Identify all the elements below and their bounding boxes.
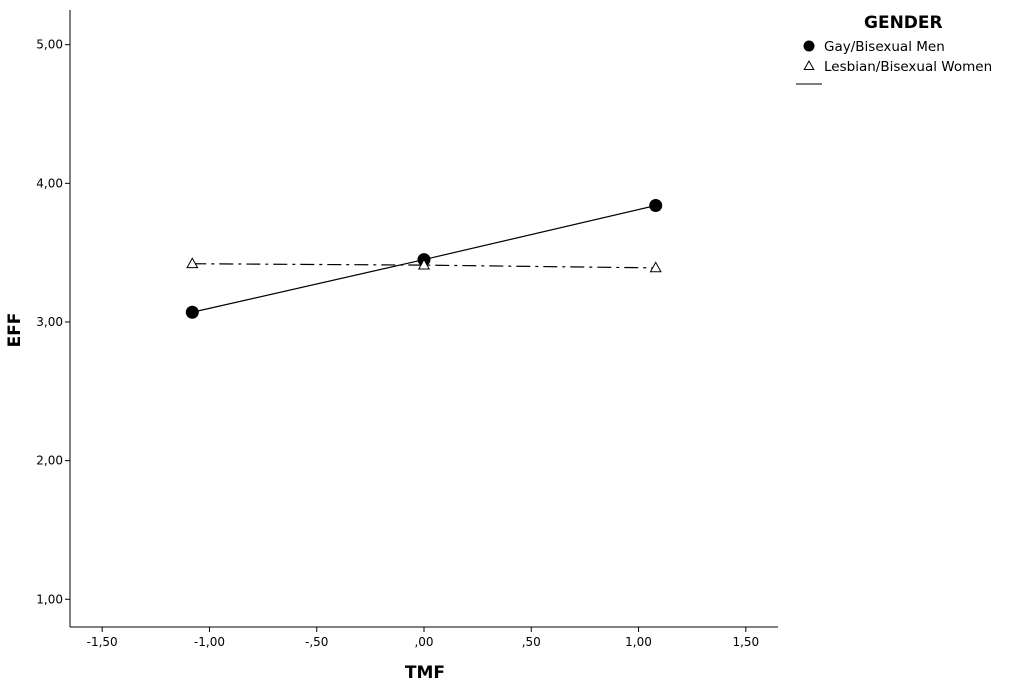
x-tick-label: -1,50 [87, 635, 118, 649]
y-axis-title: EFF [5, 313, 25, 348]
x-tick-label: ,50 [522, 635, 541, 649]
plot-frame [69, 10, 778, 628]
legend-marker-circle [803, 40, 815, 52]
x-tick-label: -,50 [305, 635, 328, 649]
data-point [649, 198, 663, 212]
legend-title: GENDER [864, 13, 943, 33]
x-tick-label: ,00 [414, 635, 433, 649]
x-tick-label: 1,50 [732, 635, 759, 649]
x-axis: -1,50 -1,00 -,50 ,00 ,50 1,00 1,50 [87, 627, 759, 649]
x-tick-label: -1,00 [194, 635, 225, 649]
series-line-2 [192, 263, 656, 269]
data-point [417, 258, 431, 270]
data-point [185, 305, 199, 319]
legend: GENDER Gay/Bisexual Men Lesbian/Bisexual … [796, 13, 992, 85]
series-layer [185, 198, 663, 319]
y-tick-label: 5,00 [36, 38, 63, 52]
y-tick-label: 4,00 [36, 176, 63, 190]
legend-marker-triangle [803, 59, 815, 70]
data-point [649, 261, 662, 273]
x-axis-title: TMF [405, 663, 445, 683]
data-point [186, 257, 199, 269]
y-tick-label: 1,00 [36, 592, 63, 606]
legend-entry: Lesbian/Bisexual Women [824, 59, 992, 75]
y-tick-label: 3,00 [36, 315, 63, 329]
legend-entry: Gay/Bisexual Men [824, 39, 945, 55]
y-axis: 1,00 2,00 3,00 4,00 5,00 [36, 38, 70, 606]
y-tick-label: 2,00 [36, 454, 63, 468]
x-tick-label: 1,00 [625, 635, 652, 649]
